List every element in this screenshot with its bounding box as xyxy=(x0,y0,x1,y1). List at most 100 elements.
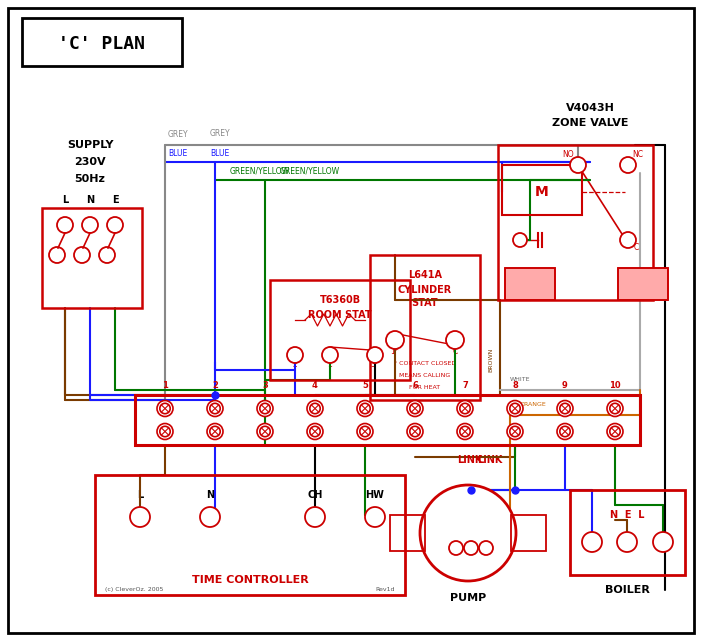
Circle shape xyxy=(420,485,516,581)
Circle shape xyxy=(617,532,637,552)
Circle shape xyxy=(200,507,220,527)
Circle shape xyxy=(207,424,223,440)
Text: GREEN/YELLOW: GREEN/YELLOW xyxy=(230,167,290,176)
Text: NC: NC xyxy=(633,150,644,159)
Circle shape xyxy=(365,507,385,527)
Circle shape xyxy=(449,541,463,555)
Bar xyxy=(618,268,668,300)
Text: C: C xyxy=(633,243,639,252)
Text: HW: HW xyxy=(366,490,385,500)
Text: GREY: GREY xyxy=(210,129,231,138)
Circle shape xyxy=(322,347,338,363)
Text: 1: 1 xyxy=(162,381,168,390)
Circle shape xyxy=(99,247,115,263)
Text: (c) CleverOz. 2005: (c) CleverOz. 2005 xyxy=(105,587,164,592)
Circle shape xyxy=(49,247,65,263)
Bar xyxy=(95,475,405,595)
Circle shape xyxy=(457,424,473,440)
Circle shape xyxy=(107,217,123,233)
Circle shape xyxy=(507,401,523,417)
Text: 2: 2 xyxy=(212,381,218,390)
Text: 9: 9 xyxy=(562,381,568,390)
Circle shape xyxy=(407,424,423,440)
Circle shape xyxy=(607,401,623,417)
Bar xyxy=(618,268,668,300)
Text: L: L xyxy=(483,523,489,533)
Circle shape xyxy=(357,401,373,417)
Circle shape xyxy=(582,532,602,552)
Circle shape xyxy=(386,331,404,349)
Circle shape xyxy=(57,217,73,233)
Text: CH: CH xyxy=(307,490,323,500)
Text: FOR HEAT: FOR HEAT xyxy=(409,385,441,390)
Circle shape xyxy=(557,401,573,417)
Bar xyxy=(135,395,640,445)
Text: BOILER: BOILER xyxy=(605,585,650,595)
Circle shape xyxy=(257,424,273,440)
Text: ORANGE: ORANGE xyxy=(520,402,547,407)
Text: 'C' PLAN: 'C' PLAN xyxy=(58,35,145,53)
Bar xyxy=(505,268,555,300)
Text: TIME CONTROLLER: TIME CONTROLLER xyxy=(192,575,308,585)
Text: ROOM STAT: ROOM STAT xyxy=(308,310,372,320)
Text: * CONTACT CLOSED: * CONTACT CLOSED xyxy=(394,361,456,366)
Text: N: N xyxy=(206,490,214,500)
Circle shape xyxy=(257,401,273,417)
Text: T6360B: T6360B xyxy=(319,295,361,305)
Bar xyxy=(42,208,142,308)
Bar xyxy=(505,268,555,300)
Circle shape xyxy=(157,424,173,440)
Circle shape xyxy=(446,331,464,349)
Text: L: L xyxy=(137,490,143,500)
Text: 4: 4 xyxy=(312,381,318,390)
Text: GREY: GREY xyxy=(168,130,189,139)
Circle shape xyxy=(367,347,383,363)
Text: 1*: 1* xyxy=(391,347,399,356)
Text: Rev1d: Rev1d xyxy=(376,587,395,592)
Text: MEANS CALLING: MEANS CALLING xyxy=(399,373,451,378)
Circle shape xyxy=(307,424,323,440)
Text: STAT: STAT xyxy=(411,298,438,308)
Text: GREEN/YELLOW: GREEN/YELLOW xyxy=(280,167,340,176)
Text: SUPPLY: SUPPLY xyxy=(67,140,113,150)
Circle shape xyxy=(653,532,673,552)
Circle shape xyxy=(620,232,636,248)
Bar xyxy=(270,280,410,380)
Text: M: M xyxy=(535,185,549,199)
Bar xyxy=(570,490,685,575)
Text: 3*: 3* xyxy=(371,360,379,369)
Bar xyxy=(22,18,182,66)
Text: N: N xyxy=(452,523,460,533)
Text: C: C xyxy=(452,347,458,356)
Text: LINK: LINK xyxy=(457,455,483,465)
Text: BROWN: BROWN xyxy=(488,348,493,372)
Text: N: N xyxy=(86,195,94,205)
Circle shape xyxy=(607,424,623,440)
Text: WHITE: WHITE xyxy=(510,377,531,382)
Circle shape xyxy=(557,424,573,440)
Text: N  E  L: N E L xyxy=(610,510,644,520)
Circle shape xyxy=(82,217,98,233)
Text: 7: 7 xyxy=(462,381,468,390)
Circle shape xyxy=(307,401,323,417)
Text: CYLINDER: CYLINDER xyxy=(398,285,452,295)
Circle shape xyxy=(464,541,478,555)
Text: 3: 3 xyxy=(262,381,268,390)
Circle shape xyxy=(157,401,173,417)
Bar xyxy=(498,145,653,300)
Text: L641A: L641A xyxy=(408,270,442,280)
Bar xyxy=(370,255,480,400)
Text: E: E xyxy=(112,195,119,205)
Text: L: L xyxy=(62,195,68,205)
Circle shape xyxy=(287,347,303,363)
Text: LINK: LINK xyxy=(477,455,503,465)
Circle shape xyxy=(507,424,523,440)
Circle shape xyxy=(357,424,373,440)
Circle shape xyxy=(570,157,586,173)
Circle shape xyxy=(513,233,527,247)
Circle shape xyxy=(407,401,423,417)
Circle shape xyxy=(130,507,150,527)
Text: BLUE: BLUE xyxy=(210,149,230,158)
Text: 230V: 230V xyxy=(74,157,106,167)
Text: 8: 8 xyxy=(512,381,518,390)
